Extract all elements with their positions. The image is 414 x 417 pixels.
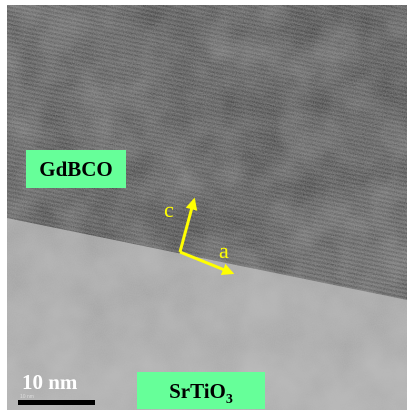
substrate-subscript: 3 — [226, 392, 233, 407]
a-axis-label: a — [219, 238, 229, 263]
substrate-label: SrTiO3 — [169, 379, 233, 407]
film-label: GdBCO — [39, 157, 113, 181]
scale-bar — [18, 400, 95, 405]
scale-bar-label: 10 nm — [22, 370, 78, 394]
micrograph — [7, 5, 407, 410]
scale-bar-small-label: 10 nm — [20, 394, 34, 400]
c-axis-label: c — [164, 197, 174, 222]
tem-image-figure: GdBCO c a 10 nm 10 nm SrTiO3 — [0, 0, 414, 417]
substrate-formula: SrTiO — [169, 379, 226, 403]
